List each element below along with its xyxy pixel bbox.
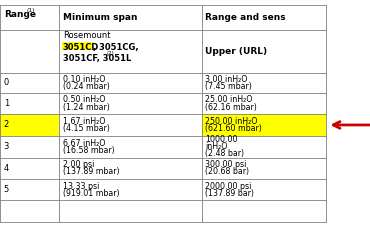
Text: Upper (URL): Upper (URL) [205, 47, 268, 56]
Text: 0: 0 [4, 79, 9, 87]
Text: 4: 4 [4, 164, 9, 173]
Text: (1): (1) [27, 8, 35, 13]
Text: (7.45 mbar): (7.45 mbar) [205, 82, 252, 91]
Text: 2000.00 psi: 2000.00 psi [205, 182, 252, 191]
Text: (16.58 mbar): (16.58 mbar) [63, 146, 115, 155]
Bar [0, 114, 59, 136]
Text: (621.60 mbar): (621.60 mbar) [205, 124, 262, 133]
Text: 0.50 inH₂O: 0.50 inH₂O [63, 95, 105, 104]
Text: (137.89 mbar): (137.89 mbar) [63, 167, 120, 176]
Text: 2.00 psi: 2.00 psi [63, 160, 94, 169]
Bar [62, 42, 93, 50]
Bar [202, 114, 326, 136]
Text: (4.15 mbar): (4.15 mbar) [63, 124, 110, 133]
Text: 6.67 inH₂O: 6.67 inH₂O [63, 139, 105, 148]
Text: (62.16 mbar): (62.16 mbar) [205, 103, 257, 112]
Text: inH₂O: inH₂O [205, 142, 228, 151]
Text: 13.33 psi: 13.33 psi [63, 182, 99, 191]
Text: Range and sens: Range and sens [205, 13, 286, 22]
Text: 3051CD: 3051CD [63, 43, 99, 52]
Text: 1000.00: 1000.00 [205, 135, 238, 144]
Text: (919.01 mbar): (919.01 mbar) [63, 189, 120, 198]
Text: (0.24 mbar): (0.24 mbar) [63, 82, 110, 91]
Text: 1: 1 [4, 99, 9, 108]
Text: 250.00 inH₂O: 250.00 inH₂O [205, 117, 258, 126]
Text: (2): (2) [107, 51, 114, 56]
Text: (137.89 bar): (137.89 bar) [205, 189, 254, 198]
Text: 25.00 inH₂O: 25.00 inH₂O [205, 95, 253, 104]
Text: (2.48 bar): (2.48 bar) [205, 149, 244, 159]
Text: (1.24 mbar): (1.24 mbar) [63, 103, 110, 112]
Text: 2: 2 [4, 120, 9, 129]
Text: Minimum span: Minimum span [63, 13, 137, 22]
Text: 3: 3 [4, 142, 9, 151]
Text: (20.68 bar): (20.68 bar) [205, 167, 249, 176]
Text: 0.10 inH₂O: 0.10 inH₂O [63, 75, 105, 84]
Text: Rosemount: Rosemount [63, 31, 110, 40]
Text: 300.00 psi: 300.00 psi [205, 160, 247, 169]
Text: Range: Range [4, 10, 36, 19]
Text: 1.67 inH₂O: 1.67 inH₂O [63, 117, 105, 126]
Text: 5: 5 [4, 185, 9, 194]
Text: 3.00 inH₂O: 3.00 inH₂O [205, 75, 248, 84]
Text: 3051CF, 3051L: 3051CF, 3051L [63, 54, 131, 63]
Text: , 3051CG,: , 3051CG, [93, 43, 139, 52]
